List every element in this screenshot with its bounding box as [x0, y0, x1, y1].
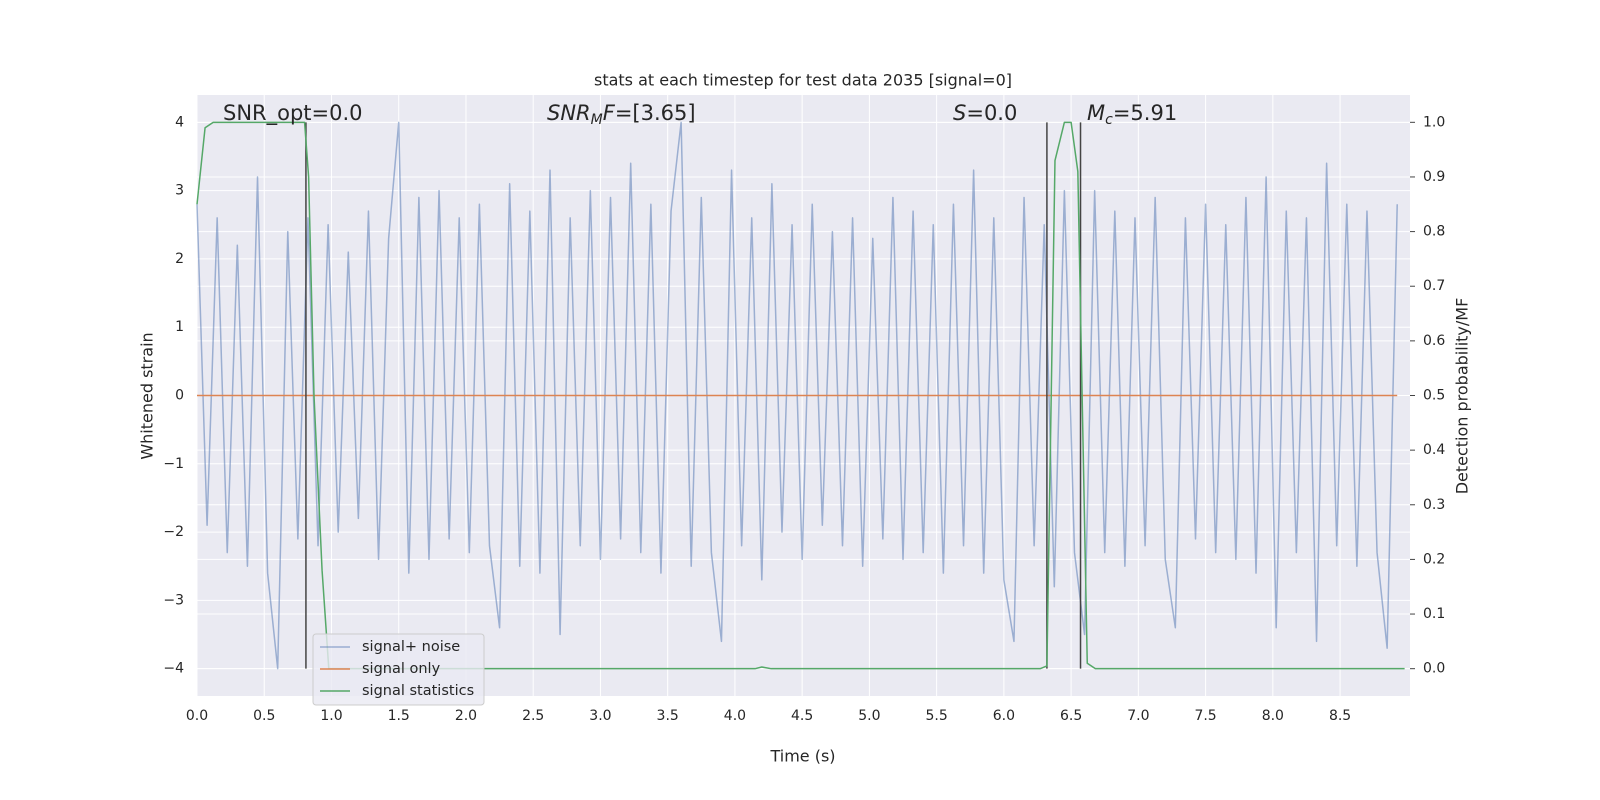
x-tick-label: 3.5: [657, 708, 679, 724]
y-tick-label: 2: [175, 251, 184, 267]
annotation: SNRMF=[3.65]: [547, 101, 696, 128]
series-line: [196, 121, 1398, 670]
y-tick-label: 0: [175, 388, 184, 404]
annotation-part: M: [591, 112, 603, 128]
series-line: [196, 121, 1405, 670]
legend-box: [312, 633, 485, 706]
annotation: SNR_opt=0.0: [223, 101, 363, 126]
annotation-part: SNR: [547, 101, 591, 125]
y2-tick-label: 0.4: [1423, 442, 1445, 458]
annotation-part: F: [603, 101, 616, 125]
annotation: S=0.0: [953, 101, 1017, 125]
x-tick-label: 3.0: [589, 708, 611, 724]
legend: signal+ noise signal only signal statistic…: [312, 633, 485, 706]
annotation: Mc=5.91: [1087, 101, 1177, 128]
legend-label: signal statistics: [362, 683, 474, 699]
y-tick-label: −3: [163, 592, 184, 608]
annotation-part: =[3.65]: [615, 101, 696, 125]
annotation-part: c: [1105, 112, 1113, 128]
x-axis-label: Time (s): [769, 747, 835, 766]
y-tick-label: −1: [163, 456, 184, 472]
y2-tick-label: 0.7: [1423, 278, 1445, 294]
x-tick-label: 0.0: [186, 708, 208, 724]
annotation-part: =5.91: [1113, 101, 1177, 125]
x-tick-label: 8.0: [1262, 708, 1284, 724]
x-tick-label: 6.0: [993, 708, 1015, 724]
y2-tick-label: 0.0: [1423, 661, 1445, 677]
y2-tick-label: 0.9: [1423, 169, 1445, 185]
y-tick-label: −2: [163, 524, 184, 540]
y2-tick-label: 0.6: [1423, 333, 1445, 349]
x-tick-label: 2.5: [522, 708, 544, 724]
x-tick-label: 7.5: [1194, 708, 1216, 724]
y2-tick-label: 0.8: [1423, 224, 1445, 240]
x-tick-label: 4.0: [724, 708, 746, 724]
x-tick-label: 0.5: [253, 708, 275, 724]
y2-tick-label: 0.3: [1423, 497, 1445, 513]
x-tick-label: 6.5: [1060, 708, 1082, 724]
y-tick-label: 1: [175, 319, 184, 335]
annotation-part: M: [1087, 101, 1105, 125]
y-tick-label: −4: [163, 661, 184, 677]
y2-tick-label: 0.1: [1423, 606, 1445, 622]
x-tick-label: 2.0: [455, 708, 477, 724]
legend-label: signal+ noise: [362, 639, 460, 655]
y2-tick-label: 0.2: [1423, 551, 1445, 567]
x-tick-label: 7.0: [1127, 708, 1149, 724]
x-tick-label: 1.0: [320, 708, 342, 724]
annotation-part: =0.0: [966, 101, 1017, 125]
y-tick-label: 3: [175, 183, 184, 199]
marks: [196, 121, 1405, 670]
y2-tick-label: 1.0: [1423, 114, 1445, 130]
y2-tick-label: 0.5: [1423, 388, 1445, 404]
x-tick-label: 5.0: [858, 708, 880, 724]
annotation-part: SNR_opt=0.0: [223, 101, 363, 126]
annotation-part: S: [953, 101, 966, 125]
chart-title: stats at each timestep for test data 203…: [594, 71, 1012, 90]
y2-axis-label: Detection probability/MF: [1453, 298, 1472, 495]
annotations: SNR_opt=0.0 SNRMF=[3.65] S=0.0 Mc=5.91: [223, 101, 1177, 128]
legend-label: signal only: [362, 661, 441, 677]
x-tick-label: 8.5: [1329, 708, 1351, 724]
x-tick-label: 5.5: [926, 708, 948, 724]
y-tick-label: 4: [175, 114, 184, 130]
x-tick-label: 1.5: [388, 708, 410, 724]
x-tick-label: 4.5: [791, 708, 813, 724]
y-axis-label: Whitened strain: [138, 332, 157, 459]
